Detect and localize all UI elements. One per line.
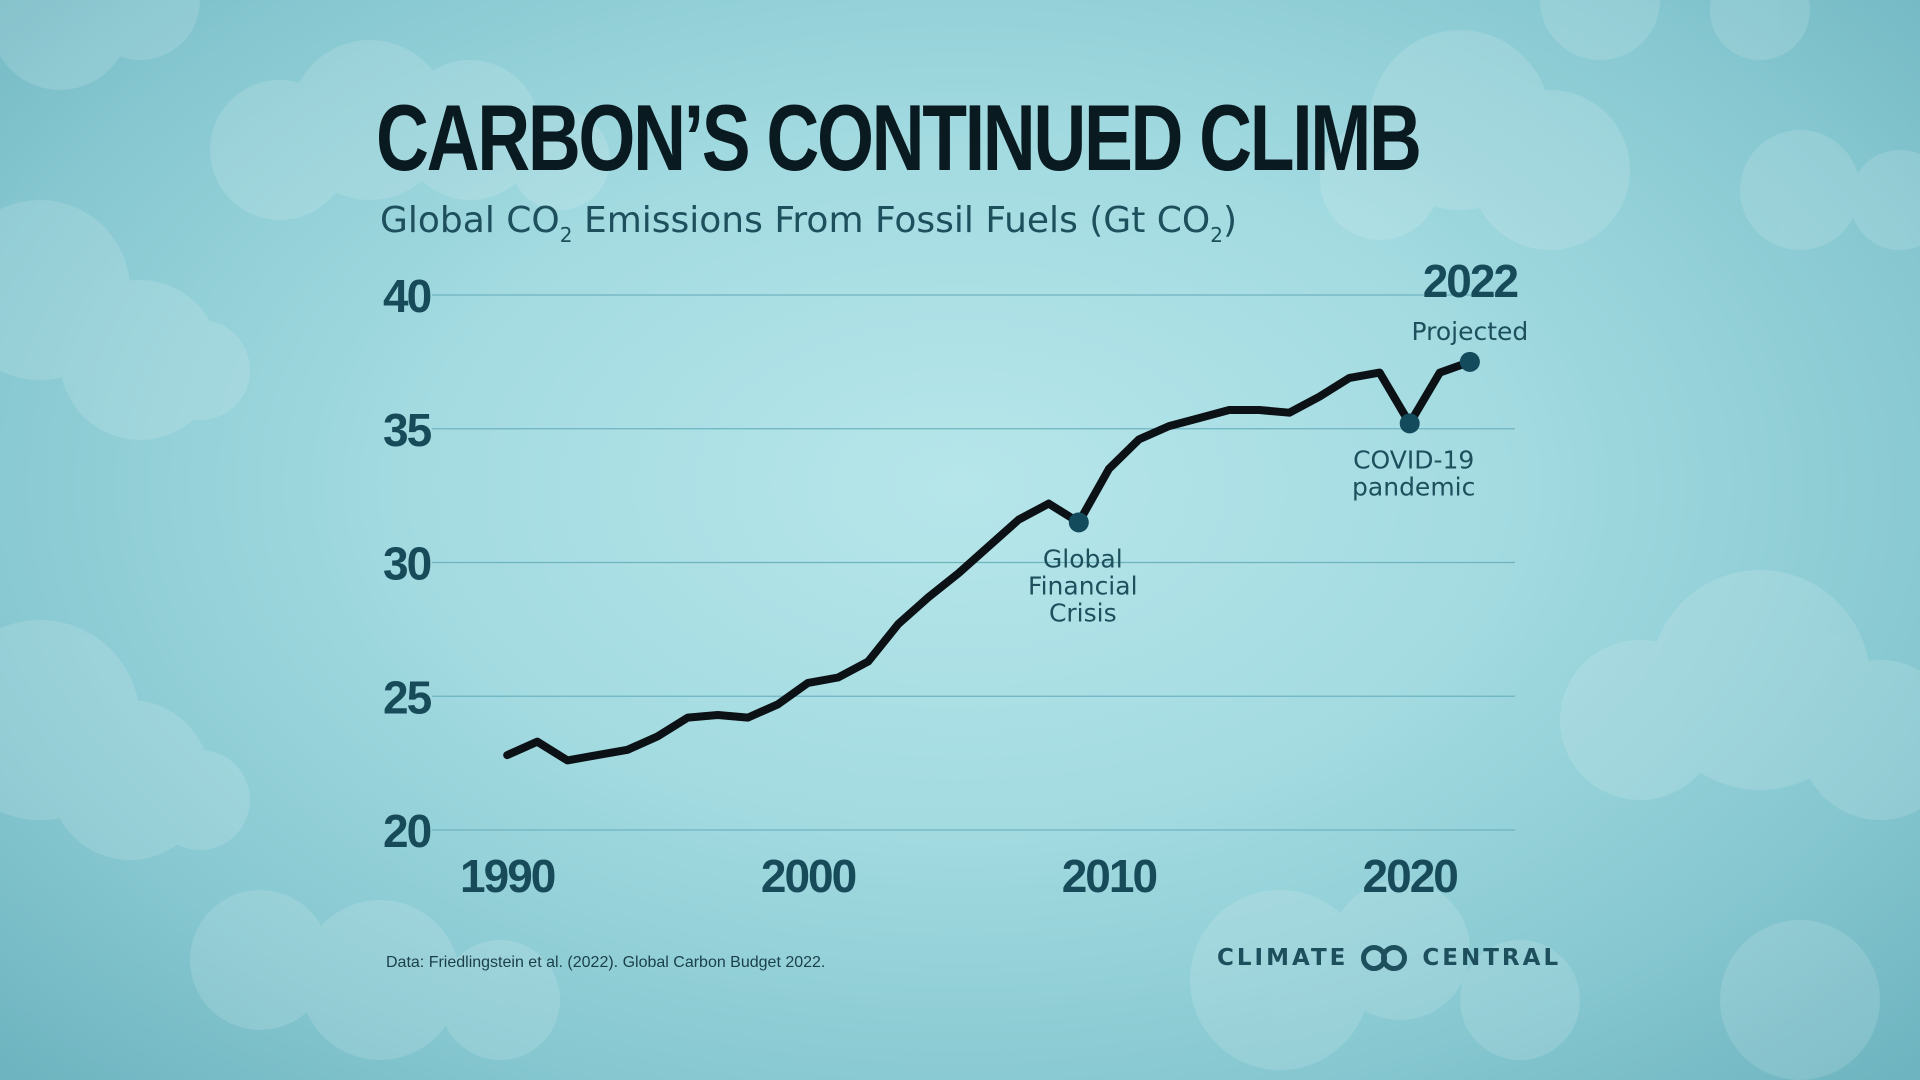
x-tick-label: 1990 bbox=[460, 850, 555, 902]
y-tick-label: 40 bbox=[383, 270, 431, 322]
logo-word-climate: CLIMATE bbox=[1217, 945, 1349, 971]
x-tick-label: 2020 bbox=[1363, 850, 1458, 902]
logo-word-central: CENTRAL bbox=[1422, 945, 1562, 971]
annotation-label-line: Global bbox=[1043, 544, 1123, 573]
chart-title: CARBON’S CONTINUED CLIMB bbox=[376, 85, 1422, 190]
subtitle-text-start: Global CO bbox=[380, 200, 560, 241]
y-tick-label: 25 bbox=[383, 671, 432, 723]
x-axis-tick-labels: 1990 2000 2010 2020 bbox=[460, 850, 1459, 902]
annotation-heading: 2022 bbox=[1423, 255, 1518, 307]
y-axis-tick-labels: 20 25 30 35 40 bbox=[383, 270, 434, 857]
y-tick-label: 35 bbox=[383, 404, 432, 456]
annotation-label-line: pandemic bbox=[1352, 472, 1475, 501]
annotation-label-line: Crisis bbox=[1049, 598, 1117, 627]
event-marker bbox=[1068, 512, 1089, 533]
x-tick-label: 2010 bbox=[1062, 850, 1157, 902]
event-marker bbox=[1399, 413, 1420, 434]
chart-subtitle: Global CO2 Emissions From Fossil Fuels (… bbox=[380, 198, 1238, 247]
subtitle-subscript-2: 2 bbox=[1210, 223, 1223, 247]
linked-circles-icon bbox=[1361, 945, 1408, 971]
annotation-label-line: COVID-19 bbox=[1353, 445, 1474, 474]
y-tick-label: 30 bbox=[383, 538, 431, 590]
event-marker bbox=[1459, 351, 1480, 372]
y-tick-label: 20 bbox=[383, 805, 431, 857]
data-source-note: Data: Friedlingstein et al. (2022). Glob… bbox=[386, 954, 826, 971]
annotation-label-line: Financial bbox=[1028, 571, 1137, 600]
annotation-label-line: Projected bbox=[1411, 317, 1528, 346]
subtitle-text-middle: Emissions From Fossil Fuels (Gt CO bbox=[572, 200, 1211, 241]
x-tick-label: 2000 bbox=[761, 850, 856, 902]
subtitle-text-end: ) bbox=[1222, 200, 1238, 241]
emissions-series-line bbox=[503, 357, 1474, 765]
climate-central-logo: CLIMATE CENTRAL bbox=[1217, 940, 1561, 976]
subtitle-subscript-1: 2 bbox=[559, 223, 573, 247]
